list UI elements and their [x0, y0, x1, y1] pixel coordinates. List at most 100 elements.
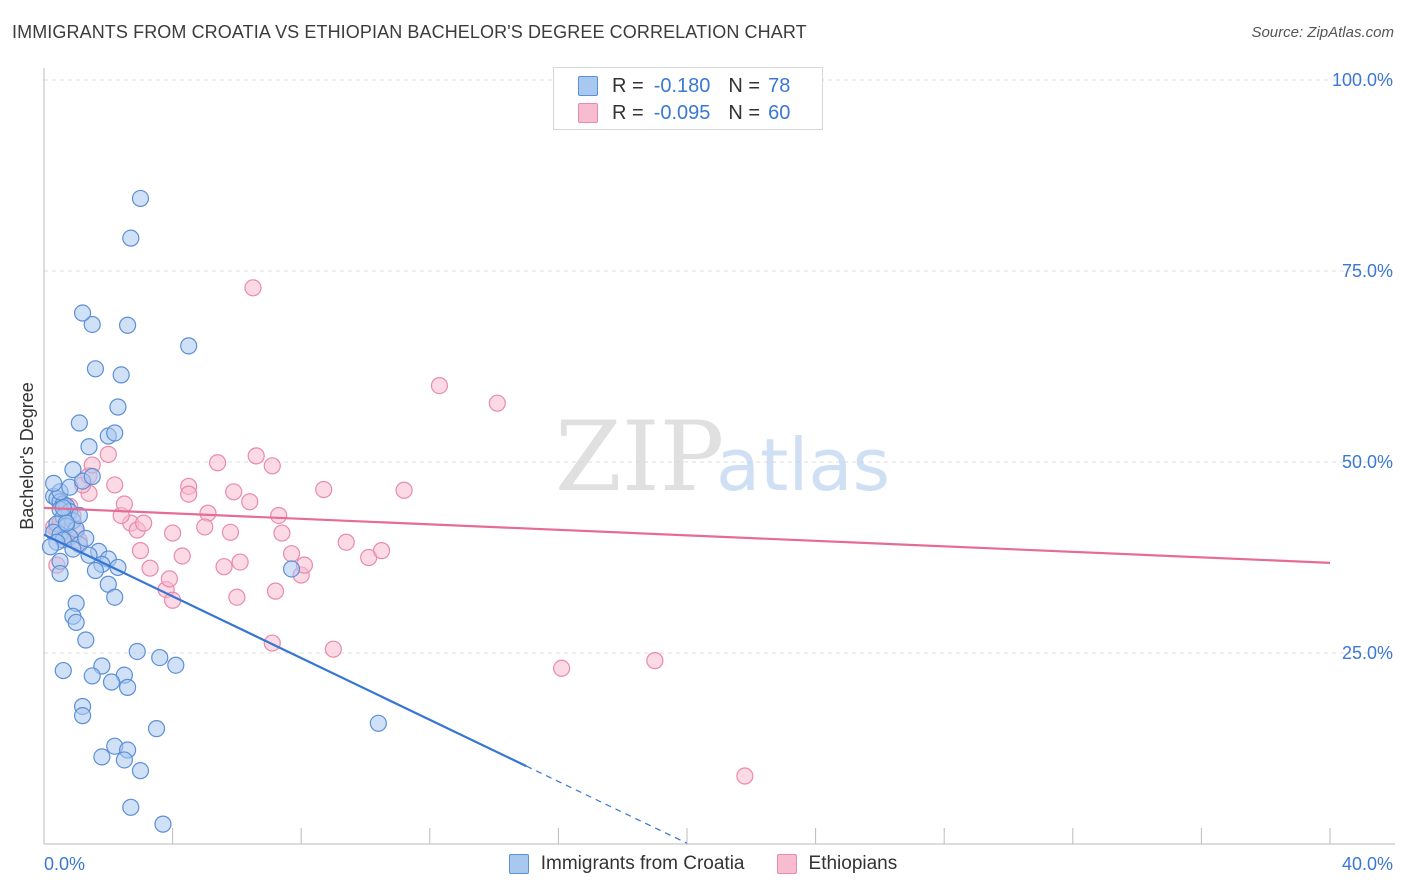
- legend-item-ethiopians: Ethiopians: [776, 853, 898, 875]
- series-legend: Immigrants from Croatia Ethiopians: [0, 851, 1406, 877]
- croatia-point: [73, 304, 92, 322]
- ethiopian-point: [228, 588, 246, 606]
- ethiopian-trend-line: [43, 506, 1331, 564]
- n-value: 60: [768, 101, 791, 124]
- tick-labels: 25.0% 50.0% 75.0% 100.0% 0.0% 40.0%: [44, 70, 1393, 874]
- croatia-point: [122, 798, 140, 816]
- ethiopian-point: [553, 659, 571, 677]
- croatia-point: [70, 414, 88, 432]
- croatia-point: [67, 613, 85, 632]
- legend-row-ethiopians: R = -0.095 N = 60: [578, 100, 790, 126]
- legend-row-croatia: R = -0.180 N = 78: [578, 73, 790, 99]
- ethiopian-point: [430, 377, 449, 395]
- data-points: [41, 189, 754, 833]
- ethiopian-point: [164, 524, 182, 542]
- ethiopian-point: [273, 524, 291, 542]
- x-tick-label: 0.0%: [44, 854, 85, 874]
- ethiopian-point: [99, 445, 117, 463]
- croatia-point: [167, 656, 185, 674]
- n-label: N =: [728, 101, 761, 124]
- n-label: N =: [728, 74, 761, 97]
- croatia-point: [154, 815, 172, 833]
- croatia-point: [128, 642, 146, 661]
- legend-item-croatia: Immigrants from Croatia: [508, 853, 745, 875]
- y-tick-label: 25.0%: [1342, 643, 1393, 663]
- ethiopian-point: [266, 582, 285, 600]
- y-axis-label: Bachelor's Degree: [17, 382, 37, 530]
- ethiopians-swatch: [578, 103, 598, 123]
- croatia-point: [70, 506, 88, 525]
- croatia-point: [118, 316, 137, 334]
- croatia-point: [57, 514, 76, 532]
- croatia-point: [73, 707, 92, 725]
- watermark-atlas: atlas: [716, 423, 890, 507]
- croatia-point: [131, 189, 150, 208]
- ethiopian-point: [215, 558, 233, 576]
- ethiopian-point: [241, 493, 259, 511]
- ethiopian-point: [231, 553, 249, 571]
- stats-legend: R = -0.180 N = 78 R = -0.095 N = 60: [553, 67, 823, 130]
- trend-lines: [43, 506, 1331, 844]
- ethiopian-point: [196, 518, 214, 536]
- croatia-point: [86, 561, 105, 580]
- ethiopian-point: [135, 514, 153, 532]
- ethiopian-point: [646, 652, 664, 670]
- croatia-point: [151, 648, 169, 667]
- ethiopian-point: [209, 454, 227, 472]
- legend-label-croatia: Immigrants from Croatia: [540, 853, 745, 874]
- croatia-point: [106, 588, 124, 606]
- ethiopian-point: [372, 542, 391, 560]
- croatia-point: [83, 467, 101, 486]
- ethiopian-point: [282, 545, 301, 563]
- r-value: -0.180: [653, 74, 711, 97]
- croatia-point: [80, 438, 98, 456]
- ethiopian-point: [160, 570, 178, 588]
- y-tick-label: 100.0%: [1332, 70, 1393, 90]
- n-value: 78: [768, 74, 791, 97]
- ethiopian-point: [106, 476, 124, 494]
- r-value: -0.095: [653, 101, 711, 124]
- croatia-point: [102, 673, 121, 691]
- ethiopian-point: [141, 559, 159, 577]
- source-label: Source: ZipAtlas.com: [1251, 24, 1394, 41]
- ethiopian-point: [263, 457, 281, 475]
- croatia-point: [147, 720, 166, 738]
- ethiopian-point: [115, 495, 133, 513]
- axes: [43, 68, 1395, 845]
- legend-label-ethiopians: Ethiopians: [808, 853, 898, 874]
- croatia-point: [77, 631, 95, 649]
- ethiopians-swatch: [776, 854, 797, 874]
- y-tick-label: 75.0%: [1342, 261, 1393, 281]
- ethiopian-point: [180, 485, 198, 503]
- croatia-point: [122, 229, 140, 247]
- ethiopian-point: [315, 480, 333, 499]
- r-label: R =: [612, 101, 644, 124]
- ethiopian-point: [488, 394, 506, 412]
- croatia-point: [64, 461, 82, 479]
- y-tick-label: 50.0%: [1342, 452, 1393, 472]
- croatia-point: [115, 751, 133, 769]
- x-tick-label: 40.0%: [1342, 854, 1393, 874]
- croatia-point: [131, 762, 150, 780]
- croatia-point: [93, 748, 111, 766]
- croatia-point: [51, 564, 69, 583]
- croatia-trend-extension: [525, 765, 688, 844]
- croatia-point: [83, 315, 101, 334]
- croatia-swatch: [578, 76, 598, 96]
- ethiopian-point: [337, 533, 355, 551]
- ethiopian-point: [736, 767, 754, 785]
- chart-title: IMMIGRANTS FROM CROATIA VS ETHIOPIAN BAC…: [12, 22, 807, 42]
- croatia-point: [118, 678, 137, 696]
- croatia-point: [282, 560, 301, 578]
- croatia-point: [109, 398, 127, 416]
- croatia-point: [106, 424, 124, 442]
- ethiopian-point: [221, 523, 240, 541]
- ethiopian-point: [395, 481, 413, 499]
- ethiopian-point: [247, 447, 265, 465]
- ethiopian-point: [131, 542, 150, 560]
- ethiopian-point: [244, 279, 262, 297]
- croatia-point: [369, 714, 387, 732]
- croatia-point: [86, 360, 105, 378]
